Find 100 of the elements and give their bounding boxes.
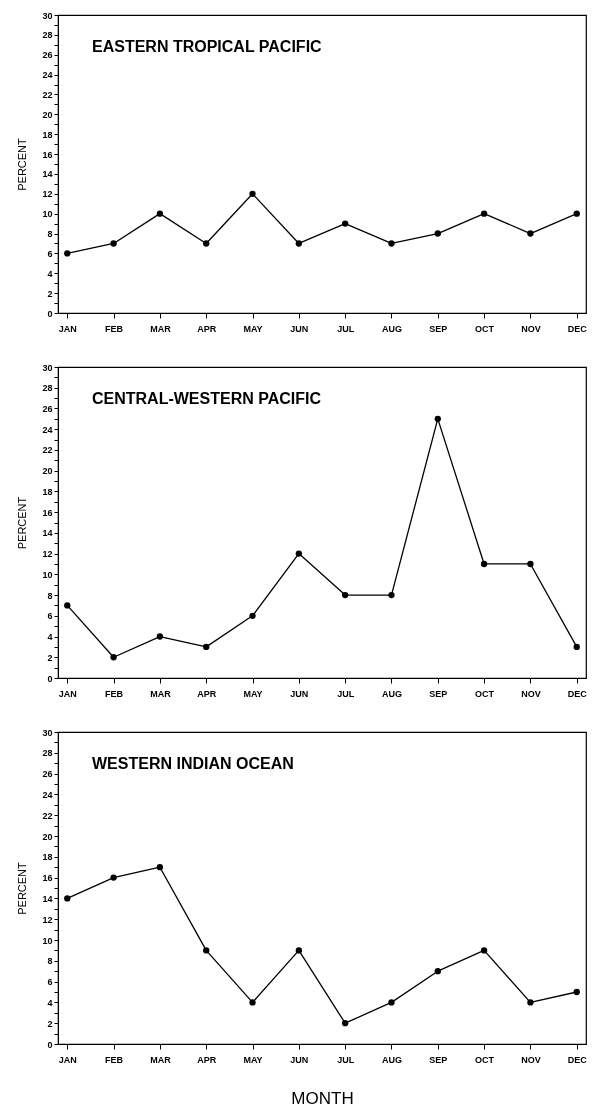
y-tick-label: 20 — [42, 109, 53, 120]
y-tick-label: 30 — [42, 362, 53, 373]
y-tick-label: 10 — [42, 569, 53, 580]
y-tick-label: 12 — [42, 549, 53, 560]
text: CENTRAL-WESTERN PACIFIC — [92, 390, 322, 407]
y-tick-label: 24 — [42, 70, 53, 81]
point — [342, 1020, 349, 1027]
x-axis-title: MONTH — [291, 1088, 354, 1108]
y-tick-label: 16 — [42, 149, 53, 160]
x-tick-label: JAN — [58, 1054, 77, 1065]
point — [249, 999, 256, 1006]
x-tick-label: MAR — [150, 323, 172, 334]
x-tick-label: JUN — [290, 323, 309, 334]
y-tick-label: 22 — [42, 810, 53, 821]
x-tick-label: MAR — [150, 688, 172, 699]
y-tick-label: 30 — [42, 727, 53, 738]
y-tick-label: 30 — [42, 10, 53, 21]
y-tick-label: 14 — [42, 893, 53, 904]
y-tick-label: 28 — [42, 748, 53, 759]
point — [295, 550, 302, 557]
x-tick-label: JUN — [290, 688, 309, 699]
point — [434, 968, 441, 975]
x-tick-label: DEC — [567, 1054, 588, 1065]
point — [573, 210, 580, 217]
point — [110, 654, 117, 661]
x-tick-label: SEP — [429, 688, 448, 699]
point — [249, 190, 256, 197]
x-tick-label: MAY — [243, 1054, 263, 1065]
x-tick-label: JAN — [58, 688, 77, 699]
point — [434, 415, 441, 422]
point — [480, 947, 488, 954]
point — [388, 240, 395, 247]
point — [203, 240, 210, 247]
y-axis-title: PERCENT — [16, 137, 29, 191]
y-tick-label: 22 — [42, 89, 53, 100]
y-tick-label: 4 — [47, 997, 53, 1008]
y-tick-label: 24 — [42, 789, 53, 800]
point — [249, 612, 256, 619]
y-axis-title: PERCENT — [16, 496, 29, 550]
y-tick-label: 16 — [42, 873, 53, 884]
point — [203, 947, 210, 954]
point — [527, 230, 534, 237]
point — [388, 591, 395, 599]
point — [573, 643, 580, 651]
x-tick-label: MAR — [150, 1054, 172, 1065]
x-tick-label: JUL — [337, 1054, 355, 1065]
y-axis-title: PERCENT — [16, 861, 29, 915]
point — [64, 602, 71, 609]
x-tick-label: JUL — [337, 688, 355, 699]
y-tick-label: 20 — [42, 831, 53, 842]
x-tick-label: SEP — [429, 323, 448, 334]
x-tick-label: SEP — [429, 1054, 448, 1065]
x-tick-label: AUG — [381, 323, 402, 334]
x-tick-label: FEB — [105, 1054, 124, 1065]
y-tick-label: 22 — [42, 445, 53, 456]
x-tick-label: NOV — [521, 323, 541, 334]
y-tick-label: 10 — [42, 209, 53, 220]
y-tick-label: 2 — [47, 652, 53, 663]
y-tick-label: 8 — [47, 956, 53, 967]
x-tick-label: JAN — [58, 323, 77, 334]
y-tick-label: 18 — [42, 852, 53, 863]
point — [64, 250, 71, 257]
point — [156, 633, 164, 640]
point — [64, 895, 71, 902]
y-tick-label: 8 — [47, 590, 53, 601]
y-tick-label: 2 — [47, 1018, 53, 1029]
y-tick-label: 8 — [47, 229, 53, 240]
y-tick-label: 6 — [47, 977, 53, 988]
x-tick-label: FEB — [105, 688, 124, 699]
x-tick-label: APR — [197, 1054, 217, 1065]
y-tick-label: 18 — [42, 486, 53, 497]
y-tick-label: 4 — [47, 268, 53, 279]
y-tick-label: 0 — [47, 308, 53, 319]
y-tick-label: 16 — [42, 507, 53, 518]
y-tick-label: 28 — [42, 383, 53, 394]
x-tick-label: OCT — [475, 323, 495, 334]
point — [110, 874, 117, 881]
y-tick-label: 6 — [47, 611, 53, 622]
x-tick-label: OCT — [475, 1054, 495, 1065]
x-tick-label: MAY — [243, 323, 263, 334]
point — [527, 560, 534, 568]
point — [573, 988, 580, 996]
text: EASTERN TROPICAL PACIFIC — [92, 38, 323, 55]
y-tick-label: 28 — [42, 30, 53, 41]
y-tick-label: 18 — [42, 129, 53, 140]
y-tick-label: 24 — [42, 424, 53, 435]
x-tick-label: APR — [197, 323, 217, 334]
text: WESTERN INDIAN OCEAN — [92, 755, 294, 772]
x-tick-label: MAY — [243, 688, 263, 699]
point — [156, 864, 164, 871]
y-tick-label: 10 — [42, 935, 53, 946]
point — [295, 240, 302, 247]
y-tick-label: 26 — [42, 769, 53, 780]
y-tick-label: 26 — [42, 50, 53, 61]
y-tick-label: 2 — [47, 288, 53, 299]
x-tick-label: JUL — [337, 323, 355, 334]
x-tick-label: AUG — [381, 1054, 402, 1065]
y-tick-label: 12 — [42, 189, 53, 200]
y-tick-label: 14 — [42, 528, 53, 539]
y-tick-label: 4 — [47, 632, 53, 643]
